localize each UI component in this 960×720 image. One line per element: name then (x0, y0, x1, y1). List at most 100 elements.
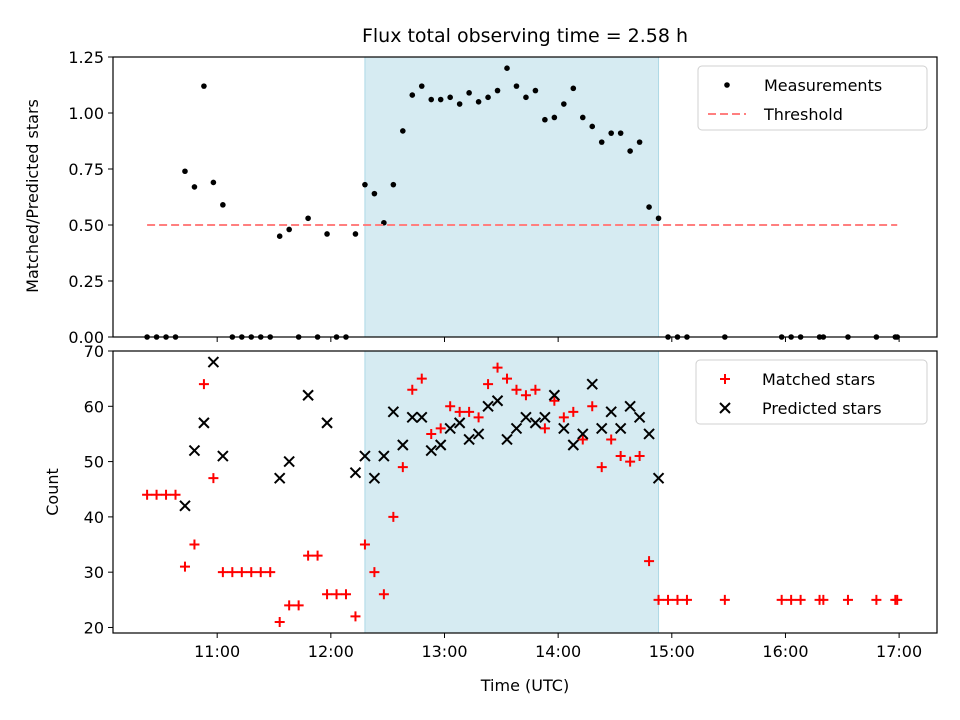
matched-point (407, 384, 418, 395)
predicted-point (463, 433, 475, 446)
data-point (418, 83, 425, 89)
matched-point (587, 401, 598, 412)
predicted-point (548, 389, 561, 401)
matched-point (265, 567, 276, 578)
data-point (409, 92, 416, 98)
data-point (598, 139, 605, 145)
plot-frame (112, 56, 938, 338)
predicted-point (416, 411, 428, 424)
predicted-point (283, 455, 295, 468)
plot-frame (112, 350, 938, 634)
data-point (466, 90, 472, 96)
predicted-point (397, 439, 409, 451)
data-point (447, 94, 453, 101)
matched-point (634, 451, 645, 462)
data-point (286, 226, 292, 233)
data-point (636, 139, 643, 145)
y-tick-label: 1.25 (68, 48, 104, 67)
bottom-y-axis-label: Count (43, 468, 62, 516)
matched-point (549, 395, 560, 406)
matched-point (871, 594, 882, 605)
matched-point (416, 373, 427, 384)
matched-point (350, 611, 361, 622)
data-point (182, 168, 188, 175)
matched-point (227, 567, 238, 578)
matched-point (606, 434, 617, 445)
predicted-point (368, 472, 381, 484)
matched-point (151, 489, 162, 500)
matched-point (530, 384, 541, 395)
predicted-point (539, 411, 551, 424)
predicted-point (501, 433, 513, 446)
matched-point (786, 594, 797, 605)
matched-point (539, 423, 550, 434)
predicted-point (444, 422, 456, 435)
legend-label: Measurements (764, 76, 882, 95)
x-tick-label: 12:00 (308, 642, 354, 661)
predicted-point (302, 389, 314, 401)
matched-point (644, 556, 655, 567)
data-point (191, 184, 198, 190)
predicted-point (207, 356, 220, 368)
matched-point (331, 589, 342, 600)
predicted-point (453, 417, 466, 429)
series-matched-stars (142, 362, 903, 627)
y-tick-label: 50 (84, 453, 104, 472)
matched-point (208, 473, 219, 484)
data-point (513, 83, 520, 89)
data-point (324, 231, 330, 237)
matched-point (625, 456, 636, 467)
matched-point (397, 462, 408, 473)
matched-point (435, 423, 446, 434)
data-point (352, 231, 359, 237)
legend-label: Matched stars (762, 370, 875, 389)
data-point (276, 233, 283, 239)
data-point (210, 179, 217, 186)
legend-swatch (720, 374, 730, 384)
predicted-point (596, 422, 608, 435)
matched-point (502, 373, 513, 384)
matched-point (520, 390, 531, 401)
predicted-point (188, 444, 201, 457)
predicted-point (529, 417, 542, 429)
matched-point (359, 539, 370, 550)
data-point (305, 215, 311, 222)
matched-point (284, 600, 295, 611)
bottom-panel: 20 30 40 50 60 70 11:00 12:00 13:00 14:00 15:00 16:… (84, 342, 938, 661)
predicted-point (217, 450, 229, 462)
matched-point (558, 412, 569, 423)
matched-point (483, 379, 494, 390)
matched-point (776, 594, 787, 605)
matched-point (236, 567, 247, 578)
y-tick-label: 40 (84, 508, 104, 527)
data-point (551, 114, 558, 121)
matched-point (255, 567, 266, 578)
data-point (646, 204, 652, 210)
predicted-point (406, 411, 418, 424)
predicted-point (491, 395, 504, 407)
matched-point (369, 567, 380, 578)
legend-label: Threshold (763, 105, 843, 124)
matched-point (795, 594, 806, 605)
matched-point (511, 384, 522, 395)
predicted-point (425, 444, 437, 457)
top-panel: 0.00 0.25 0.50 0.75 1.00 1.25 Measurements Thre… (68, 48, 938, 347)
x-tick-label: 11:00 (194, 642, 240, 661)
y-tick-label: 0.25 (68, 272, 104, 291)
predicted-point (349, 466, 362, 479)
y-tick-label: 1.00 (68, 104, 104, 123)
predicted-point (482, 400, 494, 413)
predicted-point (378, 450, 390, 462)
data-point (485, 94, 491, 101)
matched-point (681, 594, 692, 605)
y-tick-label: 0.00 (68, 328, 104, 347)
matched-point (303, 550, 314, 561)
observing-window-shade (364, 350, 660, 634)
data-point (532, 87, 539, 94)
matched-point (198, 379, 209, 390)
data-point (437, 96, 444, 103)
predicted-point (624, 400, 636, 413)
data-point (523, 94, 529, 101)
predicted-point (567, 439, 580, 451)
matched-point (719, 594, 730, 605)
